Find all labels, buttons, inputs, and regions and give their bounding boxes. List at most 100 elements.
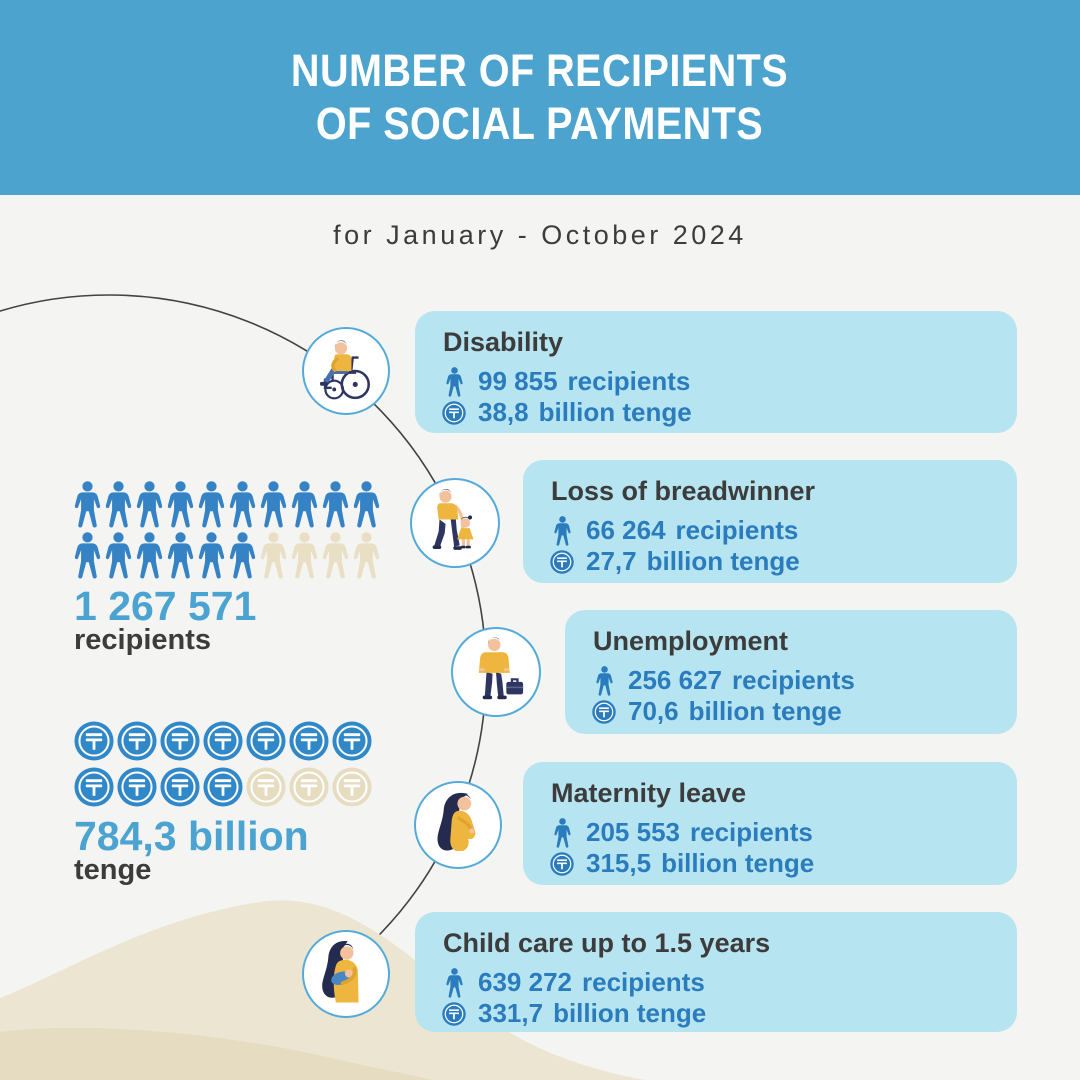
amount-unit: billion tenge <box>553 998 707 1029</box>
person-icon <box>291 481 318 528</box>
title-line-2: OF SOCIAL PAYMENTS <box>316 97 764 149</box>
person-icon <box>440 968 468 998</box>
tenge-coin-icon <box>440 1002 468 1026</box>
tenge-coin-icon <box>440 401 468 425</box>
person-icon <box>136 481 163 528</box>
recipients-value: 99 855 <box>478 366 558 397</box>
tenge-coin-icon <box>548 550 576 574</box>
amount-stat: 70,6 billion tenge <box>590 696 1017 727</box>
amount-value: 315,5 <box>586 848 652 879</box>
person-icon <box>353 532 380 579</box>
recipients-stat: 639 272 recipients <box>440 967 1017 998</box>
parent-with-child-illustration <box>410 478 500 568</box>
total-recipients-value: 1 267 571 <box>74 583 257 629</box>
person-icon <box>548 818 576 848</box>
recipients-stat: 256 627 recipients <box>590 665 1017 696</box>
tenge-coin-icon <box>246 767 286 807</box>
amount-stat: 27,7 billion tenge <box>548 546 1017 577</box>
card-loss-of-breadwinner: Loss of breadwinner 66 264 recipients 27… <box>523 460 1017 583</box>
tenge-coin-icon <box>117 767 157 807</box>
person-icon <box>167 481 194 528</box>
amount-unit: billion tenge <box>688 696 842 727</box>
amount-stat: 38,8 billion tenge <box>440 397 1017 428</box>
person-icon <box>105 481 132 528</box>
recipients-unit: recipients <box>731 665 855 696</box>
person-icon <box>74 481 101 528</box>
total-amount-label: tenge <box>74 854 152 886</box>
tenge-coin-icon <box>74 721 114 761</box>
people-pictogram-row-2 <box>74 532 380 579</box>
mother-with-baby-illustration <box>302 930 390 1018</box>
amount-value: 27,7 <box>586 546 637 577</box>
amount-value: 331,7 <box>478 998 544 1029</box>
card-child-care: Child care up to 1.5 years 639 272 recip… <box>415 912 1017 1032</box>
total-amount-value: 784,3 billion <box>74 813 309 859</box>
person-icon <box>198 481 225 528</box>
person-icon <box>260 481 287 528</box>
wheelchair-user-illustration <box>302 327 390 415</box>
person-icon <box>548 516 576 546</box>
tenge-coin-icon <box>590 700 618 724</box>
amount-value: 70,6 <box>628 696 679 727</box>
person-icon <box>322 532 349 579</box>
card-title: Disability <box>443 327 564 357</box>
recipients-stat: 99 855 recipients <box>440 366 1017 397</box>
hill-shape-dark <box>0 1027 432 1080</box>
recipients-value: 639 272 <box>478 967 572 998</box>
tenge-coin-icon <box>332 767 372 807</box>
pregnant-woman-illustration <box>414 781 502 869</box>
amount-stat: 315,5 billion tenge <box>548 848 1017 879</box>
amount-unit: billion tenge <box>661 848 815 879</box>
tenge-coin-icon <box>289 767 329 807</box>
recipients-unit: recipients <box>567 366 691 397</box>
card-unemployment: Unemployment 256 627 recipients 70,6 bil… <box>565 610 1017 734</box>
period-subtitle: for January - October 2024 <box>333 220 747 250</box>
person-icon <box>74 532 101 579</box>
tenge-coin-icon <box>160 767 200 807</box>
recipients-value: 256 627 <box>628 665 722 696</box>
amount-unit: billion tenge <box>646 546 800 577</box>
person-icon <box>229 481 256 528</box>
recipients-value: 66 264 <box>586 515 666 546</box>
tenge-coin-icon <box>203 721 243 761</box>
people-pictogram-row-1 <box>74 481 380 528</box>
tenge-coin-icon <box>332 721 372 761</box>
recipients-unit: recipients <box>581 967 705 998</box>
tenge-coin-icon <box>74 767 114 807</box>
person-icon <box>198 532 225 579</box>
amount-unit: billion tenge <box>538 397 692 428</box>
person-icon <box>353 481 380 528</box>
person-icon <box>260 532 287 579</box>
recipients-unit: recipients <box>689 817 813 848</box>
person-icon <box>136 532 163 579</box>
amount-stat: 331,7 billion tenge <box>440 998 1017 1029</box>
person-icon <box>440 367 468 397</box>
tenge-coin-icon <box>289 721 329 761</box>
amount-value: 38,8 <box>478 397 529 428</box>
card-title: Unemployment <box>593 626 789 656</box>
recipients-value: 205 553 <box>586 817 680 848</box>
tenge-coin-icon <box>548 852 576 876</box>
person-icon <box>291 532 318 579</box>
recipients-stat: 66 264 recipients <box>548 515 1017 546</box>
tenge-coin-icon <box>203 767 243 807</box>
card-title: Maternity leave <box>551 778 747 808</box>
tenge-coin-icon <box>246 721 286 761</box>
coins-pictogram-row-1 <box>74 721 372 761</box>
card-maternity-leave: Maternity leave 205 553 recipients 315,5… <box>523 762 1017 885</box>
card-disability: Disability 99 855 recipients 38,8 billio… <box>415 311 1017 433</box>
person-icon <box>167 532 194 579</box>
person-icon <box>322 481 349 528</box>
person-icon <box>229 532 256 579</box>
total-recipients-label: recipients <box>74 624 211 656</box>
card-title: Loss of breadwinner <box>551 476 816 506</box>
person-icon <box>105 532 132 579</box>
person-icon <box>590 666 618 696</box>
tenge-coin-icon <box>117 721 157 761</box>
recipients-stat: 205 553 recipients <box>548 817 1017 848</box>
coins-pictogram-row-2 <box>74 767 372 807</box>
title-line-1: NUMBER OF RECIPIENTS <box>291 44 789 96</box>
card-title: Child care up to 1.5 years <box>443 928 771 958</box>
header-banner: NUMBER OF RECIPIENTS OF SOCIAL PAYMENTS <box>0 0 1080 195</box>
